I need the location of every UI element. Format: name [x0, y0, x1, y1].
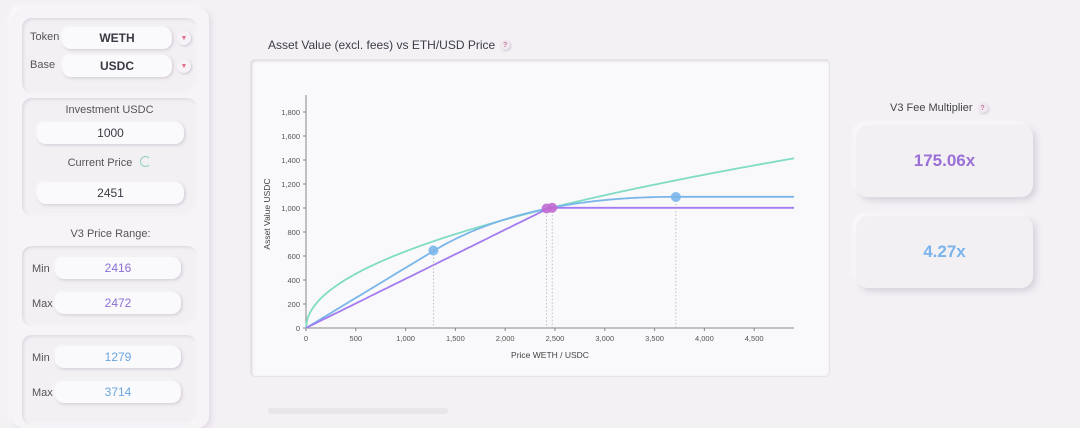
range1-max-label: Max [32, 298, 53, 310]
data-point-3 [547, 202, 558, 213]
base-select[interactable]: USDC [62, 55, 172, 77]
y-tick-label: 1,600 [281, 132, 300, 141]
investment-card: Investment USDC 1000 Current Price 2451 [22, 98, 197, 216]
question-icon[interactable]: ? [500, 40, 511, 50]
x-tick-label: 1,500 [446, 334, 465, 343]
token-label: Token [30, 31, 60, 43]
y-tick-label: 400 [287, 276, 300, 285]
current-price-text: Current Price [67, 157, 133, 169]
x-tick-label: 4,500 [745, 334, 764, 343]
range1-min-input[interactable]: 2416 [55, 257, 181, 279]
series-line-0 [305, 157, 795, 329]
sidebar-panel: Token WETH ▼ Base USDC ▼ Investment USDC… [12, 8, 209, 428]
range1-max-input[interactable]: 2472 [55, 292, 181, 314]
range2-min-label: Min [32, 352, 50, 364]
chart-container: 0 200 400 600 800 1,000 1,200 1,400 1,600 1,800 0 5… [251, 60, 829, 376]
investment-input[interactable]: 1000 [37, 122, 184, 144]
base-label: Base [30, 59, 56, 71]
pair-card: Token WETH ▼ Base USDC ▼ [22, 18, 197, 93]
data-point-0 [428, 245, 439, 256]
range2-card: Min 1279 Max 3714 [22, 335, 197, 425]
investment-label: Investment USDC [65, 104, 154, 116]
y-tick-label: 1,800 [281, 108, 300, 117]
x-tick-label: 1,000 [396, 334, 415, 343]
y-tick-label: 200 [287, 300, 300, 309]
range1-card: Min 2416 Max 2472 [22, 246, 197, 326]
range2-max-input[interactable]: 3714 [55, 381, 181, 403]
v3-range-label: V3 Price Range: [70, 228, 151, 240]
range2-max-label: Max [32, 387, 53, 399]
x-tick-label: 2,000 [496, 334, 515, 343]
x-tick-label: 3,000 [595, 334, 614, 343]
y-tick-label: 0 [296, 324, 300, 333]
chart-title: Asset Value (excl. fees) vs ETH/USD Pric… [268, 38, 511, 52]
fee-multiplier-title: V3 Fee Multiplier ? [890, 102, 988, 114]
range1-min-label: Min [32, 263, 50, 275]
y-tick-label: 600 [287, 252, 300, 261]
fee-multiplier-narrow: 175.06x [856, 125, 1033, 197]
x-tick-label: 4,000 [695, 334, 714, 343]
current-price-label: Current Price [22, 156, 197, 169]
y-axis-label: Asset Value USDC [262, 178, 272, 249]
token-dropdown-icon[interactable]: ▼ [177, 31, 191, 45]
y-tick-label: 1,000 [281, 204, 300, 213]
data-point-1 [670, 191, 681, 202]
fee-title-text: V3 Fee Multiplier [890, 102, 973, 114]
asset-value-chart: 0 200 400 600 800 1,000 1,200 1,400 1,600 1,800 0 5… [262, 95, 795, 360]
x-axis-label: Price WETH / USDC [511, 350, 589, 360]
fee-multiplier-wide: 4.27x [856, 216, 1033, 288]
y-tick-label: 800 [287, 228, 300, 237]
chart-title-text: Asset Value (excl. fees) vs ETH/USD Pric… [268, 38, 496, 52]
current-price-input[interactable]: 2451 [37, 182, 184, 204]
y-tick-label: 1,200 [281, 180, 300, 189]
x-tick-label: 2,500 [546, 334, 565, 343]
y-tick-label: 1,400 [281, 156, 300, 165]
question-icon[interactable]: ? [977, 103, 988, 113]
series-line-2 [305, 206, 794, 329]
x-tick-label: 3,500 [645, 334, 664, 343]
token-select[interactable]: WETH [62, 27, 172, 49]
range2-min-input[interactable]: 1279 [55, 346, 181, 368]
next-section-hint [268, 408, 448, 414]
refresh-icon[interactable] [140, 156, 152, 167]
x-tick-label: 0 [304, 334, 308, 343]
base-dropdown-icon[interactable]: ▼ [177, 59, 191, 73]
x-tick-label: 500 [350, 334, 363, 343]
